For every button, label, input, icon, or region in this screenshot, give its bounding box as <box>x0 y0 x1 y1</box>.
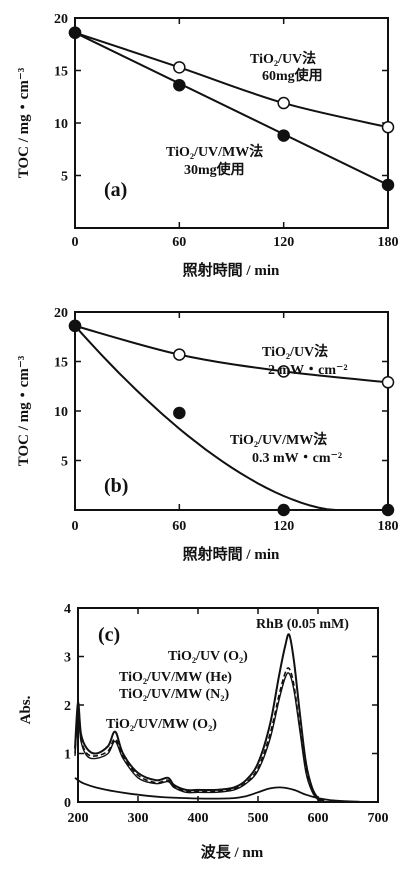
panel-c-ytick-4: 4 <box>64 602 71 617</box>
panel-c-ylabel: Abs. <box>18 695 34 724</box>
panel-a-ytick-10: 10 <box>54 117 68 132</box>
panel-a-xlabel: 照射時間 / min <box>183 261 280 279</box>
panel-b-series-1-point-4 <box>381 376 395 389</box>
panel-c-ytick-1: 1 <box>64 748 71 763</box>
panel-b: 20 15 10 5 0 60 120 180 照射時間 / min TOC /… <box>16 306 399 563</box>
panel-a-series-1-label-line2: 60mg使用 <box>262 67 323 84</box>
panel-a-ylabel: TOC / mg・cm⁻³ <box>16 67 32 178</box>
panel-a-series-2-point-1 <box>68 26 82 39</box>
panel-b-series-1-line <box>74 324 389 384</box>
panel-c-series-2-label: TiO₂/UV/MW (He) <box>119 670 232 685</box>
panel-c-ticks <box>78 608 378 802</box>
panel-b-ylabel: TOC / mg・cm⁻³ <box>16 355 32 466</box>
panel-c-series-1-line <box>74 633 325 802</box>
panel-a-series-2-point-2 <box>173 78 186 92</box>
panel-b-ytick-5: 5 <box>61 455 68 470</box>
panel-a-xtick-0: 0 <box>72 235 79 250</box>
panel-a-letter: (a) <box>104 179 127 201</box>
panel-a-ytick-15: 15 <box>54 65 68 80</box>
panel-a-lines <box>74 31 389 186</box>
panel-c-letter: (c) <box>98 624 120 646</box>
panel-c-xtick-400: 400 <box>188 811 209 826</box>
panel-a-marks <box>68 26 395 192</box>
panel-c-series-3-label: TiO₂/UV/MW (N₂) <box>119 687 229 702</box>
panel-a-series-2-line <box>74 31 389 186</box>
panel-a-xtick-180: 180 <box>378 235 399 250</box>
panel-b-series-2-point-3 <box>277 503 290 517</box>
panel-c-xtick-500: 500 <box>248 811 269 826</box>
panel-b-series-2-label-line2: 0.3 mW・cm⁻² <box>252 451 342 466</box>
panel-b-series-2-point-1 <box>68 319 82 333</box>
panel-b-series-2-label-line1: TiO₂/UV/MW法 <box>230 431 327 448</box>
panel-c-series-4-label: TiO₂/UV/MW (O₂) <box>106 717 217 732</box>
panel-c-frame <box>77 607 379 803</box>
panel-a-xtick-120: 120 <box>273 235 294 250</box>
panel-c: 4 3 2 1 0 200 300 400 500 600 700 波長 / n… <box>18 602 389 861</box>
panel-b-series-2-line <box>74 325 336 511</box>
panel-b-series-1-label-line1: TiO₂/UV法 <box>262 343 328 360</box>
panel-a-ytick-20: 20 <box>54 12 68 27</box>
panel-c-series-3-line <box>74 672 325 802</box>
panel-b-xtick-180: 180 <box>378 519 399 534</box>
panel-b-series-1-point-3 <box>277 365 290 378</box>
panel-b-series-1-point-2 <box>173 348 186 361</box>
panel-a-series-1-point-3 <box>277 96 290 110</box>
panel-a-xtick-60: 60 <box>172 235 186 250</box>
panel-c-xtick-700: 700 <box>368 811 389 826</box>
panel-b-lines <box>74 324 389 511</box>
panel-b-ytick-10: 10 <box>54 405 68 420</box>
panel-b-letter: (b) <box>104 475 128 497</box>
panel-b-series-1-label-line2: 2 mW・cm⁻² <box>268 363 348 378</box>
panel-a-series-1-label-line1: TiO₂/UV法 <box>250 50 316 67</box>
panel-c-series-4-line <box>74 777 379 803</box>
panel-c-xtick-600: 600 <box>308 811 329 826</box>
panel-b-xtick-120: 120 <box>273 519 294 534</box>
panel-b-xlabel: 照射時間 / min <box>183 545 280 563</box>
panel-c-ytick-3: 3 <box>64 651 71 666</box>
panel-b-xtick-60: 60 <box>172 519 186 534</box>
panel-a-series-2-point-4 <box>381 178 395 192</box>
panel-b-ytick-15: 15 <box>54 356 68 371</box>
panel-b-series-2-point-2 <box>173 406 186 420</box>
panel-c-ytick-0: 0 <box>64 796 71 811</box>
panel-a-ytick-5: 5 <box>61 170 68 185</box>
panel-b-xtick-0: 0 <box>72 519 79 534</box>
panel-a-series-1-point-4 <box>381 120 395 134</box>
panel-a-series-2-label-line2: 30mg使用 <box>184 161 245 178</box>
panel-a-series-1-point-2 <box>173 61 186 74</box>
panel-b-marks <box>68 319 395 517</box>
panel-c-annotation: RhB (0.05 mM) <box>256 617 349 632</box>
panel-c-xlabel: 波長 / nm <box>201 843 264 861</box>
panel-c-xtick-200: 200 <box>68 811 89 826</box>
panel-c-xtick-300: 300 <box>128 811 149 826</box>
panel-b-series-2-point-4 <box>381 503 395 517</box>
panel-c-series-1-label: TiO₂/UV (O₂) <box>168 649 248 664</box>
panel-a: 20 15 10 5 0 60 120 180 照射時間 / min TOC /… <box>16 12 399 279</box>
panel-a-series-2-label-line1: TiO₂/UV/MW法 <box>166 143 263 160</box>
panel-a-series-2-point-3 <box>277 129 290 142</box>
panel-b-ytick-20: 20 <box>54 306 68 321</box>
panel-a-series-1-line <box>74 31 389 129</box>
panel-c-lines <box>74 633 379 803</box>
panel-c-ytick-2: 2 <box>64 699 71 714</box>
